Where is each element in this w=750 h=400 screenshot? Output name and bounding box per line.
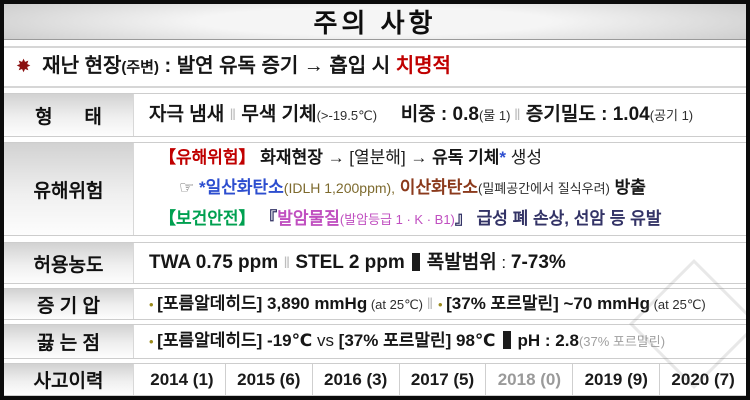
title-bar: 주의 사항: [4, 4, 746, 40]
row-content-exposure-limit: TWA 0.75 ppm ‖ STEL 2 ppm 폭발범위 : 7-73%: [139, 243, 746, 283]
row-content-boiling-point: • [포름알데히드] -19℃ vs [37% 포르말린] 98℃ pH : 2.…: [139, 325, 746, 358]
row-content-hazard: 【유해위험】 화재현장 → [열분해] → 유독 기체* 생성 ☞ *일산화탄소…: [139, 143, 746, 235]
text-segment: 유독 기체: [432, 148, 500, 167]
table-row-hazard: 유해위험 【유해위험】 화재현장 → [열분해] → 유독 기체* 생성 ☞ *…: [4, 142, 746, 236]
text-segment: 치명적: [395, 55, 451, 77]
text-segment: (물 1): [478, 107, 515, 123]
text-segment: pH : 2.8: [517, 331, 579, 350]
text-segment: : 발연 유독 증기 → 흡입 시: [158, 55, 396, 77]
text-segment: 비중 : 0.8: [400, 103, 479, 125]
text-segment: *: [499, 148, 507, 167]
row-header-accident-history: 사고이력: [4, 364, 134, 395]
text-segment: ☞: [179, 178, 199, 197]
text-segment: (밀폐공간에서 질식우려): [478, 181, 610, 196]
text-segment: •: [437, 296, 447, 312]
page-title: 주의 사항: [313, 8, 437, 38]
table-row-exposure-limit: 허용농도 TWA 0.75 ppm ‖ STEL 2 ppm 폭발범위 : 7-7…: [4, 242, 746, 284]
text-segment: ‖: [426, 295, 434, 313]
row-header-hazard: 유해위험: [4, 143, 134, 235]
text-segment: (at 25℃): [649, 296, 706, 312]
text-segment: 화재현장: [255, 148, 328, 167]
text-segment: 2017 (5): [398, 364, 486, 395]
content-line: TWA 0.75 ppm ‖ STEL 2 ppm 폭발범위 : 7-73%: [149, 248, 746, 279]
text-segment: [411, 252, 420, 271]
table-row-boiling-point: 끓 는 점 • [포름알데히드] -19℃ vs [37% 포르말린] 98℃ p…: [4, 324, 746, 359]
text-segment: 방출: [609, 178, 646, 197]
text-segment: •: [149, 334, 158, 349]
text-segment: ‖: [229, 106, 237, 124]
content-line: ☞ *일산화탄소(IDLH 1,200ppm), 이산화탄소(밀폐공간에서 질식…: [149, 173, 746, 204]
text-segment: 재난 현장: [31, 55, 122, 77]
text-segment: (발암등급 1 · K · B1): [339, 212, 455, 227]
text-segment: vs: [312, 331, 339, 350]
text-segment: 폭발범위: [426, 251, 497, 273]
text-segment: 【유해위험】: [159, 148, 256, 167]
text-segment: (IDLH 1,200ppm),: [283, 180, 396, 196]
text-segment: 2016 (3): [311, 364, 399, 395]
text-segment: → [열분해] →: [327, 148, 433, 167]
text-segment: [포름알데히드] -19℃: [157, 331, 313, 350]
row-header-boiling-point: 끓 는 점: [4, 325, 134, 358]
text-segment: 』: [454, 209, 472, 228]
table-row-accident-history: 사고이력 2014 (1) 2015 (6) 2016 (3) 2017 (5) 201…: [4, 363, 746, 396]
row-header-exposure-limit: 허용농도: [4, 243, 134, 283]
text-segment: 2018 (0): [485, 364, 572, 395]
text-segment: 발암물질: [277, 209, 340, 228]
text-segment: 2014 (1): [150, 369, 214, 389]
text-segment: [37% 포르말린] 98℃: [338, 331, 496, 350]
warning-banner: ✸ 재난 현장(주변) : 발연 유독 증기 → 흡입 시 치명적: [4, 46, 746, 88]
row-header-vapor-pressure: 증 기 압: [4, 289, 134, 319]
text-segment: 이산화탄소: [395, 178, 479, 197]
text-segment: STEL 2 ppm: [290, 251, 405, 273]
text-segment: 『: [255, 209, 278, 228]
text-segment: (주변): [121, 59, 159, 76]
content-line: 자극 냄새 ‖ 무색 기체(>-19.5℃) 비중 : 0.8(물 1) ‖ 증…: [149, 100, 746, 131]
row-content-vapor-pressure: • [포름알데히드] 3,890 mmHg (at 25℃) ‖ • [37% …: [139, 289, 746, 319]
text-segment: ‖: [283, 254, 291, 272]
text-segment: [377, 105, 401, 124]
text-segment: [502, 331, 511, 349]
text-segment: 2020 (7): [659, 364, 746, 395]
text-segment: 2015 (6): [224, 364, 312, 395]
text-segment: *일산화탄소: [198, 178, 284, 197]
warning-text: ✸ 재난 현장(주변) : 발연 유독 증기 → 흡입 시 치명적: [16, 51, 451, 83]
row-content-form: 자극 냄새 ‖ 무색 기체(>-19.5℃) 비중 : 0.8(물 1) ‖ 증…: [139, 94, 746, 136]
content-line: 【유해위험】 화재현장 → [열분해] → 유독 기체* 생성: [149, 143, 746, 173]
table-row-form: 형 태 자극 냄새 ‖ 무색 기체(>-19.5℃) 비중 : 0.8(물 1)…: [4, 93, 746, 137]
text-segment: (37% 포르말린): [578, 334, 666, 349]
content-line: • [포름알데히드] -19℃ vs [37% 포르말린] 98℃ pH : 2.…: [149, 326, 746, 357]
text-segment: ‖: [514, 106, 521, 124]
text-segment: (공기 1): [649, 107, 694, 123]
text-segment: •: [149, 296, 158, 312]
info-table: 형 태 자극 냄새 ‖ 무색 기체(>-19.5℃) 비중 : 0.8(물 1)…: [4, 93, 746, 396]
text-segment: 증기밀도 : 1.04: [520, 103, 650, 125]
accident-year-cells: 2014 (1) 2015 (6) 2016 (3) 2017 (5) 2018 (0)…: [139, 364, 746, 395]
text-segment: :: [496, 252, 511, 272]
text-segment: 생성: [506, 148, 543, 167]
text-segment: 【보건안전】: [159, 209, 256, 228]
text-segment: 자극 냄새: [149, 103, 230, 125]
text-segment: TWA 0.75 ppm: [149, 251, 284, 273]
content-line: 【보건안전】 『발암물질(발암등급 1 · K · B1)』 급성 폐 손상, …: [149, 204, 746, 235]
text-segment: 급성 폐 손상, 선암 등 유발: [471, 209, 662, 228]
text-segment: 7-73%: [510, 251, 566, 273]
text-segment: 2019 (9): [572, 364, 659, 395]
table-row-vapor-pressure: 증 기 압 • [포름알데히드] 3,890 mmHg (at 25℃) ‖ •…: [4, 288, 746, 320]
row-header-form: 형 태: [4, 94, 134, 136]
text-segment: (>-19.5℃): [316, 107, 378, 123]
text-segment: (at 25℃): [367, 296, 427, 312]
text-segment: [37% 포르말린]: [446, 293, 559, 313]
content-line: • [포름알데히드] 3,890 mmHg (at 25℃) ‖ • [37% …: [149, 289, 746, 319]
text-segment: 무색 기체: [236, 103, 317, 125]
text-segment: ~70 mmHg: [558, 293, 650, 313]
text-segment: [포름알데히드] 3,890 mmHg: [157, 293, 368, 313]
text-segment: ✸: [16, 56, 32, 76]
